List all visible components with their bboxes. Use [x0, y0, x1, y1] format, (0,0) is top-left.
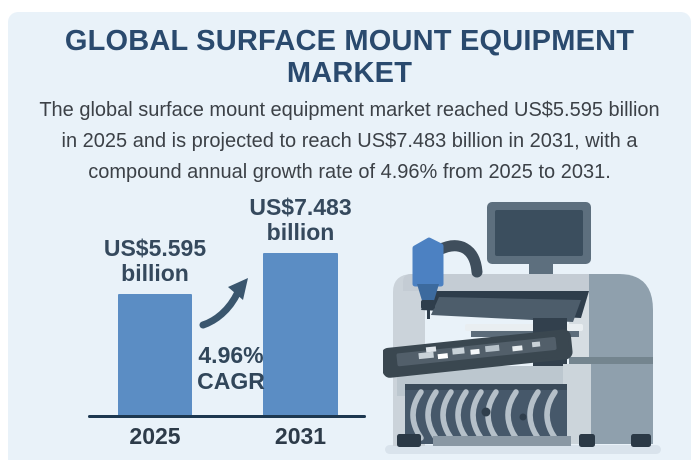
- machine-shadow: [385, 445, 661, 454]
- bar-value-label-2031: US$7.483 billion: [249, 193, 352, 247]
- cagr-text: CAGR: [197, 367, 265, 394]
- bar-group-2031: US$7.483 billion: [249, 194, 352, 415]
- smt-machine-illustration: [383, 202, 661, 454]
- machine-feet: [397, 434, 651, 447]
- bar-2031: [263, 253, 338, 415]
- monitor-icon: [487, 202, 591, 278]
- x-tick-2025: 2025: [129, 423, 181, 449]
- bar-2025: [118, 294, 192, 415]
- market-description: The global surface mount equipment marke…: [39, 99, 660, 183]
- market-bar-chart: US$5.595 billion US$7.483 billion 4.96% …: [68, 194, 388, 457]
- machine-right-lower-panel: [563, 364, 591, 444]
- cagr-label: 4.96% CAGR: [176, 342, 286, 395]
- x-tick-2031: 2031: [274, 423, 327, 449]
- growth-arrow-icon: [199, 278, 248, 329]
- machine-top-deck: [403, 274, 589, 291]
- bar-unit-2025: billion: [121, 260, 189, 287]
- infographic-panel: GLOBAL SURFACE MOUNT EQUIPMENT MARKET Th…: [8, 12, 691, 460]
- bar-value-2025: US$5.595: [103, 234, 207, 261]
- component-tray: [383, 329, 573, 378]
- bar-group-2025: US$5.595 billion: [104, 235, 206, 415]
- machine-gantry: [421, 291, 589, 322]
- cagr-rate: 4.96%: [198, 342, 264, 368]
- bar-unit-2031: billion: [266, 219, 335, 246]
- x-axis-line: [88, 415, 366, 418]
- bar-value-label-2025: US$5.595 billion: [103, 234, 207, 288]
- feeder-reels: [405, 384, 571, 446]
- bar-value-2031: US$7.483: [249, 193, 352, 220]
- placement-nozzle-icon: [412, 237, 483, 319]
- page-title: GLOBAL SURFACE MOUNT EQUIPMENT MARKET: [64, 25, 635, 89]
